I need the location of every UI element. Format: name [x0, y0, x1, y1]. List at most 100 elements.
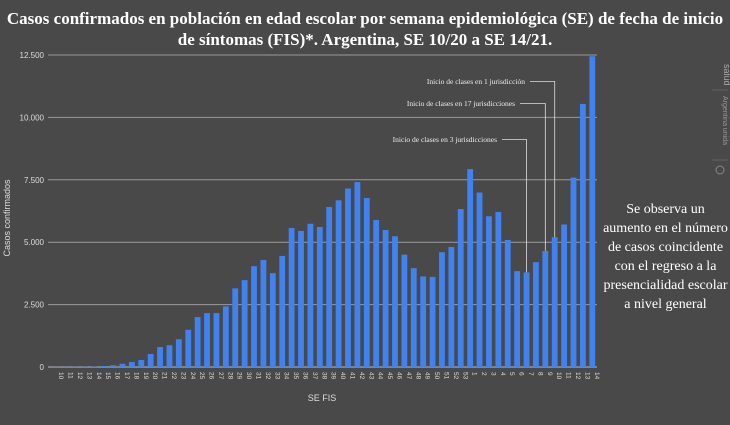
annotation-label: Inicio de clases en 3 jurisdicciones [393, 135, 497, 144]
bar [354, 182, 361, 367]
bar [222, 306, 229, 367]
bar [194, 317, 201, 367]
bar [363, 198, 370, 367]
bar [401, 254, 408, 367]
bar [100, 366, 107, 367]
annotation-leader-line [530, 81, 556, 238]
x-tick-label: 43 [367, 372, 374, 380]
x-tick-label: 26 [208, 372, 215, 380]
x-tick-label: 4 [499, 372, 506, 376]
x-tick-label: 25 [198, 372, 205, 380]
x-tick-label: 48 [414, 372, 421, 380]
x-tick-label: 23 [179, 372, 186, 380]
bar [185, 329, 192, 367]
bar [241, 280, 248, 367]
bar [119, 363, 126, 367]
y-tick-label: 10.000 [20, 113, 45, 122]
annotation-label: Inicio de clases en 17 jurisdicciones [407, 99, 515, 108]
bar [166, 345, 173, 367]
bar [175, 339, 182, 367]
x-tick-label: 9 [546, 372, 553, 376]
x-tick-label: 33 [273, 372, 280, 380]
bar [429, 276, 436, 367]
x-tick-label: 52 [452, 372, 459, 380]
x-tick-label: 5 [508, 372, 515, 376]
x-tick-label: 13 [583, 372, 590, 380]
x-tick-label: 6 [518, 372, 525, 376]
bar [533, 262, 539, 367]
bar [486, 216, 492, 367]
x-tick-label: 11 [67, 372, 74, 379]
x-tick-label: 10 [555, 372, 562, 380]
x-tick-label: 24 [189, 372, 196, 380]
x-tick-label: 27 [217, 372, 224, 380]
side-note-line: a nivel general [624, 297, 707, 312]
x-tick-label: 16 [114, 372, 121, 380]
y-tick-label: 7.500 [24, 176, 45, 185]
x-tick-label: 53 [461, 372, 468, 380]
annotation-leader-line [502, 139, 527, 273]
y-tick-label: 12.500 [20, 51, 45, 60]
y-tick-label: 2.500 [24, 301, 45, 310]
bar [420, 276, 427, 367]
bar [410, 268, 417, 367]
x-tick-label: 46 [395, 372, 402, 380]
x-tick-label: 8 [536, 372, 543, 376]
x-tick-label: 18 [132, 372, 139, 380]
bar [232, 288, 239, 367]
bar [570, 177, 577, 367]
side-note-line: con el regreso a la [614, 259, 717, 274]
bar [316, 226, 323, 367]
side-note-line: de casos coincidente [607, 240, 724, 255]
bar [382, 229, 389, 367]
x-tick-label: 42 [358, 372, 365, 380]
annotation-leader-line [520, 103, 546, 251]
bar [288, 227, 295, 367]
bar [579, 103, 586, 367]
bar [476, 192, 483, 367]
x-tick-label: 35 [292, 372, 299, 380]
x-tick-label: 12 [76, 372, 83, 380]
bar [279, 255, 286, 367]
bar [110, 365, 116, 367]
x-tick-label: 38 [320, 372, 327, 380]
bar [439, 252, 445, 367]
x-tick-label: 15 [104, 372, 111, 380]
x-tick-label: 49 [424, 372, 431, 380]
x-tick-label: 17 [123, 372, 130, 380]
bar [335, 200, 342, 367]
bar [307, 223, 314, 367]
ministry-logo: salud Argentina unida [712, 64, 730, 175]
x-tick-label: 28 [226, 372, 233, 380]
bar [561, 224, 568, 367]
x-tick-label: 19 [142, 372, 149, 380]
bar [467, 169, 474, 367]
x-tick-label: 2 [480, 372, 487, 376]
x-tick-label: 47 [405, 372, 412, 380]
bar [251, 266, 257, 367]
logo-argentina-unida: Argentina unida [721, 96, 728, 145]
bar [260, 259, 267, 367]
x-tick-label: 44 [377, 372, 384, 380]
x-tick-label: 7 [527, 372, 534, 376]
bar [269, 273, 276, 367]
side-note-line: presencialidad escolar [603, 278, 728, 293]
bar [147, 354, 154, 367]
bar [542, 250, 549, 367]
side-note-line: Se observa un [626, 202, 705, 217]
x-tick-label: 12 [574, 372, 581, 380]
emblem-icon [715, 165, 725, 175]
bar [457, 209, 464, 367]
y-axis-label: Casos confirmados [2, 179, 12, 257]
bar [326, 207, 333, 367]
x-tick-label: 31 [255, 372, 262, 380]
bar [157, 347, 163, 367]
side-note-line: aumento en el número [603, 221, 728, 236]
x-tick-label: 1 [471, 372, 478, 376]
x-tick-label: 3 [489, 372, 496, 376]
x-tick-label: 14 [593, 372, 600, 380]
bar [213, 313, 220, 367]
x-tick-label: 22 [170, 372, 177, 380]
x-tick-label: 45 [386, 372, 393, 380]
x-tick-label: 13 [85, 372, 92, 380]
